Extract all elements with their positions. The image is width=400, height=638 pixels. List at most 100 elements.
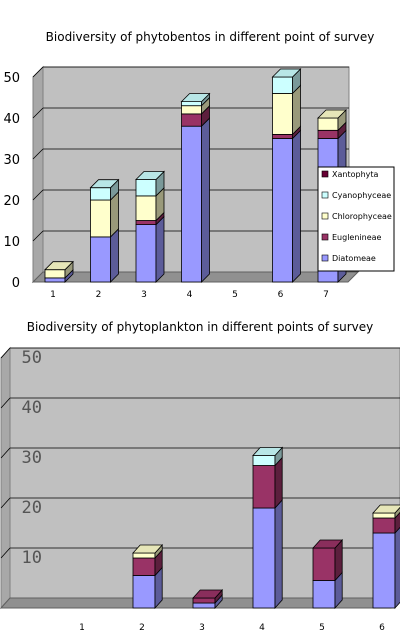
chart2-title: Biodiversity of phytoplankton in differe… <box>26 320 374 334</box>
chart-1: 0 10 20 30 40 50 1 2 3 4 5 6 7 Xantophyta Cyanophyceae… <box>3 65 395 300</box>
legend-swatch <box>321 254 329 262</box>
y-tick-label: 50 <box>3 71 20 86</box>
y-tick-label: 10 <box>3 235 20 250</box>
bar-segment <box>372 532 396 609</box>
bar-segment <box>192 597 216 604</box>
gridline-side <box>32 107 44 119</box>
bar-segment <box>132 575 156 609</box>
legend-swatch <box>321 191 329 199</box>
gridline-side <box>0 497 11 509</box>
bar-segment <box>132 552 156 559</box>
bar-segment-side <box>292 129 301 283</box>
bar-segment <box>44 277 66 283</box>
bar-top <box>180 93 211 102</box>
bar-top <box>252 447 284 456</box>
y-tick-label: 30 <box>3 153 20 168</box>
gridline-side <box>32 66 44 78</box>
bar-top <box>132 544 164 554</box>
y-tick-label: 20 <box>3 194 20 209</box>
bar-segment-side <box>155 215 165 283</box>
bar-segment <box>135 220 157 225</box>
gridline-side <box>32 230 44 242</box>
bar-segment <box>90 187 111 201</box>
x-tick-label: 5 <box>232 290 238 300</box>
bar-top <box>192 589 224 599</box>
legend-swatch <box>321 170 329 178</box>
x-tick-label: 1 <box>79 623 85 633</box>
bar-segment <box>317 129 339 139</box>
legend-label: Xantophyta <box>332 170 379 179</box>
y-tick-label: 10 <box>22 548 42 568</box>
bar-segment <box>132 557 156 576</box>
gridline-side <box>32 148 44 160</box>
legend-label: Euglenineae <box>332 233 382 242</box>
bar-segment <box>372 512 396 519</box>
bar-segment <box>272 138 293 283</box>
legend-swatch <box>321 233 329 241</box>
bar-segment <box>252 455 276 466</box>
chart1-title: Biodiversity of phytobentos in different… <box>45 30 375 44</box>
gridline-side <box>0 547 11 559</box>
gridline-side <box>0 447 11 459</box>
bar-segment <box>272 76 293 94</box>
plot-side-wall <box>0 346 11 610</box>
y-tick-label: 30 <box>22 448 42 468</box>
y-tick-label: 0 <box>12 276 20 291</box>
legend-label: Diatomeae <box>332 254 376 263</box>
legend-box <box>317 166 395 272</box>
bar-top <box>44 261 74 271</box>
y-tick-label: 40 <box>22 398 42 418</box>
x-tick-label: 2 <box>96 290 102 300</box>
x-tick-label: 4 <box>259 623 265 633</box>
legend-swatch <box>321 212 329 220</box>
bar-segment-side <box>274 456 283 510</box>
bar-segment <box>44 269 66 279</box>
bar-top <box>312 539 344 549</box>
bar-segment <box>272 93 293 135</box>
legend-label: Cyanophyceae <box>332 191 391 200</box>
y-tick-label: 20 <box>22 498 42 518</box>
bar-top <box>372 504 400 514</box>
x-tick-label: 5 <box>319 623 325 633</box>
x-tick-label: 4 <box>187 290 193 300</box>
plot-side-wall <box>32 65 44 284</box>
bar-segment <box>312 547 336 581</box>
x-tick-label: 2 <box>139 623 145 633</box>
x-tick-label: 6 <box>278 290 284 300</box>
bar-segment <box>317 117 339 131</box>
bar-segment <box>181 105 202 115</box>
bar-top <box>317 109 347 119</box>
x-tick-label: 3 <box>199 623 205 633</box>
x-tick-label: 1 <box>50 290 56 300</box>
gridline-side <box>0 397 11 409</box>
bar-segment <box>312 580 336 609</box>
bar-top <box>135 171 165 180</box>
bar-segment <box>135 195 157 221</box>
bar-segment-side <box>110 227 119 283</box>
bar-segment <box>135 179 157 197</box>
bar-segment <box>252 465 276 509</box>
gridline-side <box>0 347 11 359</box>
bar-segment <box>181 101 202 107</box>
y-tick-label: 40 <box>3 112 20 127</box>
bar-top <box>271 68 302 78</box>
bar-segment <box>135 224 157 283</box>
bar-segment-side <box>201 117 210 283</box>
x-tick-label: 3 <box>141 290 147 300</box>
legend-label: Chlorophyceae <box>332 212 392 221</box>
bar-segment <box>181 113 202 127</box>
y-tick-label: 50 <box>22 348 42 368</box>
gridline-side <box>32 189 44 201</box>
bar-segment <box>272 133 293 139</box>
bar-segment <box>181 125 202 283</box>
bar-segment <box>90 199 111 238</box>
bar-segment <box>192 602 216 609</box>
bar-segment-side <box>274 498 283 610</box>
x-tick-label: 6 <box>379 623 385 633</box>
x-tick-label: 7 <box>323 290 329 300</box>
bar-segment <box>90 236 111 283</box>
bar-top <box>89 179 120 189</box>
bar-segment <box>252 507 276 609</box>
